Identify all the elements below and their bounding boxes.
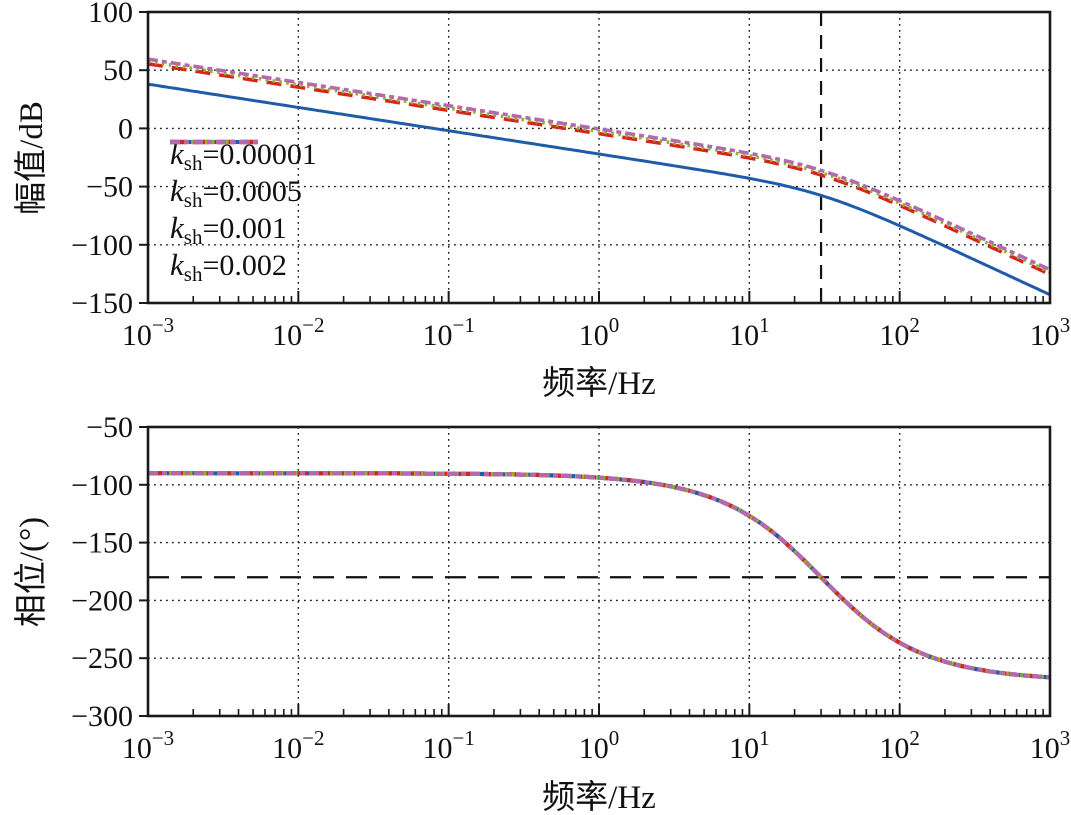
x-tick-label: 10−2 [272, 726, 324, 765]
curve-ksh=0.002-magnitude [147, 57, 1051, 272]
x-tick-label: 101 [729, 313, 770, 352]
y-tick-label: −200 [71, 584, 133, 617]
legend: ksh=0.00001 ksh=0.0005 ksh=0.001 ksh=0.002 [170, 137, 317, 285]
y-tick-label: 0 [118, 112, 133, 145]
y-tick-label: 100 [88, 0, 133, 29]
curve-ksh=0.002-phase [148, 471, 1051, 680]
x-tick-label: 10−1 [422, 313, 474, 352]
phase-xaxis-label: 频率/Hz [542, 780, 656, 815]
legend-entry-label: ksh=0.0005 [170, 172, 302, 212]
x-tick-label: 10−1 [422, 726, 474, 765]
x-tick-label: 102 [879, 313, 920, 352]
legend-entry: ksh=0.002 [170, 139, 317, 286]
curve-ksh=0.0005-phase [148, 471, 1051, 680]
x-tick-label: 10−3 [122, 726, 174, 765]
phase-yaxis-label: 相位/(°) [14, 516, 50, 628]
y-tick-label: −50 [86, 171, 133, 204]
y-tick-label: −100 [71, 229, 133, 262]
legend-entry-label: ksh=0.001 [170, 209, 287, 249]
magnitude-yaxis-label: 幅值/dB [14, 101, 50, 215]
x-tick-label: 103 [1030, 726, 1071, 765]
x-tick-label: 10−3 [122, 313, 174, 352]
x-tick-label: 10−2 [272, 313, 324, 352]
x-tick-label: 100 [579, 313, 620, 352]
y-tick-label: −50 [86, 411, 133, 444]
curve-ksh=0.00001-magnitude [147, 82, 1051, 297]
y-tick-label: −300 [71, 700, 133, 733]
x-tick-label: 100 [579, 726, 620, 765]
legend-line-sample [170, 139, 258, 145]
x-tick-label: 101 [729, 726, 770, 765]
curve-ksh=0.001-magnitude [147, 59, 1051, 274]
curve-ksh=0.001-phase [148, 471, 1051, 680]
y-tick-label: −100 [71, 469, 133, 502]
x-tick-label: 103 [1030, 313, 1071, 352]
y-tick-label: −250 [71, 642, 133, 675]
curve-ksh=0.00001-phase [148, 471, 1051, 680]
magnitude-xaxis-label: 频率/Hz [542, 366, 656, 402]
legend-entry: ksh=0.0005 [170, 139, 317, 212]
curve-ksh=0.0005-magnitude [147, 62, 1051, 277]
y-tick-label: −150 [71, 287, 133, 320]
y-tick-label: 50 [103, 54, 133, 87]
x-tick-label: 102 [879, 726, 920, 765]
legend-entry: ksh=0.001 [170, 139, 317, 249]
legend-entry-label: ksh=0.002 [170, 246, 287, 286]
y-tick-label: −150 [71, 527, 133, 560]
